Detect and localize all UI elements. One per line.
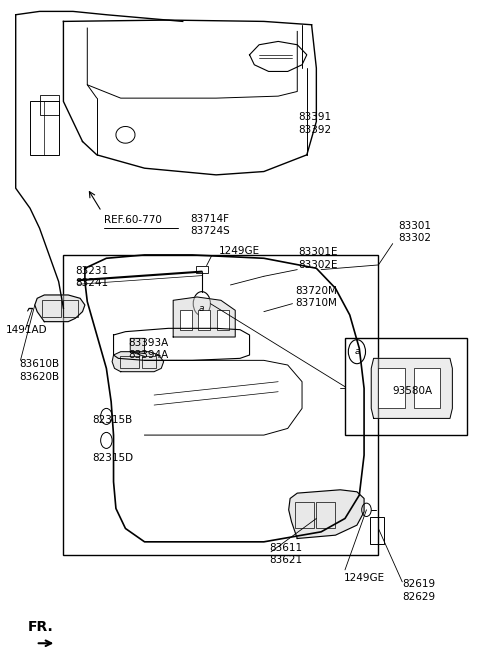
Bar [295, 502, 314, 529]
Text: 83391
83392: 83391 83392 [298, 113, 331, 135]
Bar [39, 94, 59, 115]
Bar [30, 101, 59, 155]
Polygon shape [130, 338, 144, 354]
Text: a: a [354, 347, 360, 356]
Text: 1249GE: 1249GE [344, 574, 385, 583]
Text: 83231
83241: 83231 83241 [75, 266, 108, 288]
Bar [316, 502, 336, 529]
Text: REF.60-770: REF.60-770 [104, 215, 162, 225]
Text: 82315D: 82315D [92, 453, 133, 463]
Text: 83611
83621: 83611 83621 [270, 543, 303, 565]
Text: 83610B
83620B: 83610B 83620B [20, 359, 60, 382]
Bar [142, 356, 156, 368]
Text: 93580A: 93580A [393, 387, 433, 397]
Polygon shape [173, 297, 235, 337]
Text: 82315B: 82315B [92, 415, 132, 425]
Polygon shape [112, 352, 164, 372]
Bar [378, 369, 405, 409]
Text: 83301E
83302E: 83301E 83302E [298, 247, 338, 269]
Bar [196, 266, 207, 273]
Bar [414, 369, 441, 409]
Text: 83714F
83724S: 83714F 83724S [190, 214, 229, 237]
Bar [345, 338, 467, 435]
Text: 83720M
83710M: 83720M 83710M [295, 286, 337, 308]
Bar [180, 310, 192, 330]
Bar [370, 517, 384, 544]
Bar [63, 255, 378, 555]
Text: 82619
82629: 82619 82629 [402, 580, 435, 602]
Polygon shape [371, 358, 452, 418]
Bar [120, 356, 139, 368]
Bar [216, 310, 228, 330]
Text: 1249GE: 1249GE [218, 246, 260, 255]
Text: a: a [199, 304, 204, 313]
Polygon shape [288, 490, 364, 539]
Polygon shape [35, 295, 85, 322]
Bar [63, 300, 78, 317]
Text: 83393A
83394A: 83393A 83394A [128, 338, 168, 360]
Bar [199, 310, 210, 330]
Bar [42, 300, 61, 317]
Text: FR.: FR. [28, 620, 53, 634]
Text: 83301
83302: 83301 83302 [398, 220, 432, 243]
Text: 1491AD: 1491AD [6, 325, 48, 335]
